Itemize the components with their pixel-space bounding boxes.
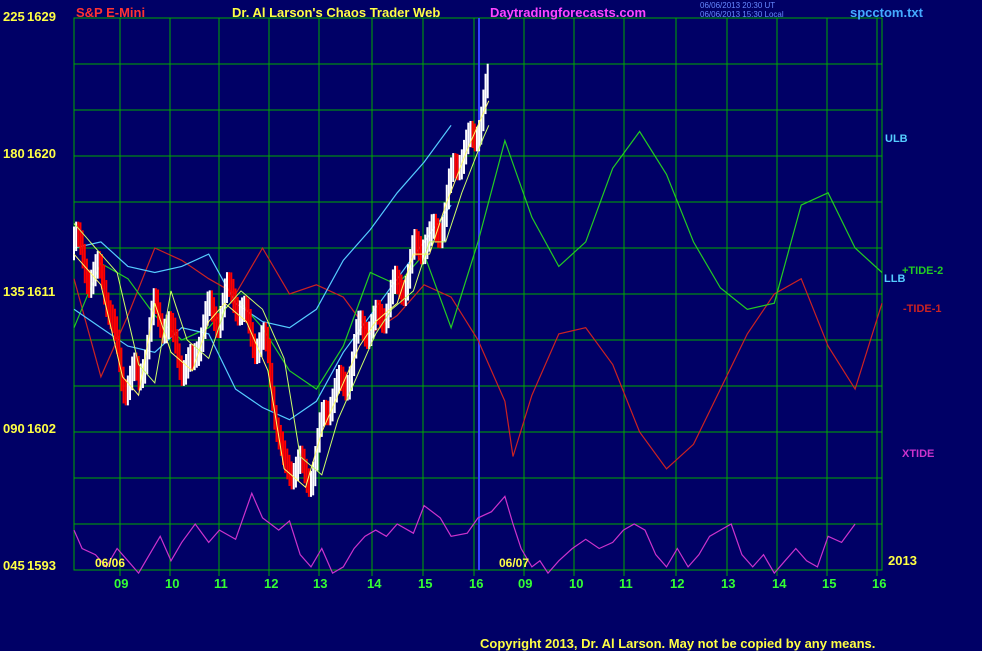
site-link[interactable]: Daytradingforecasts.com: [490, 5, 647, 20]
instrument-title: S&P E-Mini: [76, 5, 146, 20]
series-label-ulb: ULB: [885, 133, 908, 145]
x-tick: 11: [214, 576, 228, 591]
x-tick: 15: [822, 576, 837, 591]
y-price: 1620: [27, 146, 56, 161]
y-label: 180: [3, 146, 25, 161]
series-label-tide1: -TIDE-1: [903, 303, 942, 315]
series-line-ulb: [73, 124, 452, 329]
y-label: 225: [3, 9, 25, 24]
x-tick: 13: [313, 576, 328, 591]
date-label-start: 06/06: [95, 556, 126, 570]
price-bars: [73, 63, 490, 497]
series-label-llb: LLB: [884, 273, 906, 285]
series-label-tide2: +TIDE-2: [902, 265, 944, 277]
x-tick: 12: [670, 576, 685, 591]
x-tick: 10: [165, 576, 180, 591]
x-tick: 09: [114, 576, 129, 591]
y-label: 135: [3, 284, 25, 299]
y-label: 045: [3, 558, 25, 573]
moving-average-lime: [73, 125, 490, 476]
series-line-tide2: [73, 130, 883, 390]
date-label-forecast: 06/07: [499, 556, 530, 570]
x-tick: 09: [518, 576, 533, 591]
series-line-llb: [73, 204, 452, 421]
series-layer: [73, 124, 883, 575]
y-price: 1593: [27, 558, 56, 573]
x-tick: 15: [418, 576, 433, 591]
x-tick: 14: [367, 576, 382, 591]
x-tick: 12: [264, 576, 279, 591]
x-tick: 16: [872, 576, 887, 591]
timestamp-local: 06/06/2013 15:30 Local: [700, 10, 784, 19]
series-line-xtide: [73, 491, 856, 575]
file-name: spcctom.txt: [850, 5, 923, 20]
x-tick: 13: [721, 576, 736, 591]
author-title: Dr. Al Larson's Chaos Trader Web: [232, 5, 441, 20]
series-line-tide1: [73, 246, 883, 470]
x-tick: 16: [469, 576, 484, 591]
x-tick: 11: [619, 576, 633, 591]
y-price: 1611: [27, 284, 56, 299]
series-label-xtide: XTIDE: [902, 448, 935, 460]
year-label: 2013: [888, 553, 917, 568]
y-price: 1602: [27, 421, 56, 436]
x-tick: 14: [772, 576, 787, 591]
copyright: Copyright 2013, Dr. Al Larson. May not b…: [480, 636, 876, 651]
y-label: 090: [3, 421, 25, 436]
y-price: 1629: [27, 9, 56, 24]
x-tick: 10: [569, 576, 584, 591]
timestamp-ut: 06/06/2013 20:30 UT: [700, 1, 776, 10]
grid: [73, 17, 883, 576]
